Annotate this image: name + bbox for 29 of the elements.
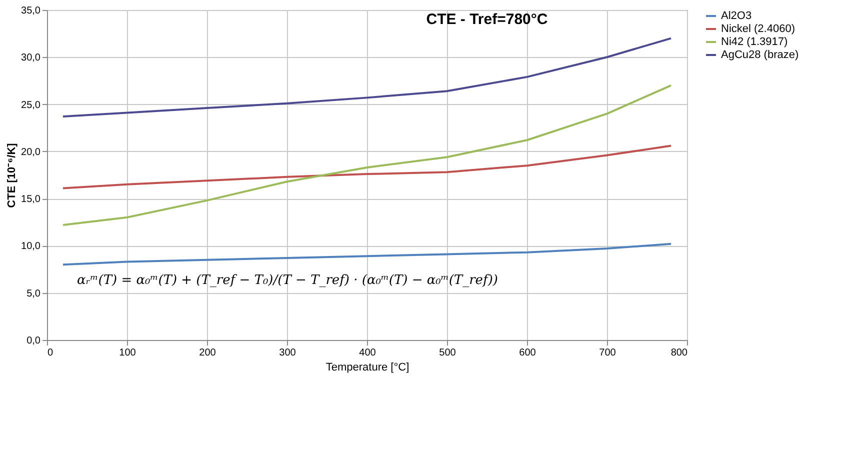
legend-label: Ni42 (1.3917) bbox=[721, 36, 788, 48]
y-tick-label: 30,0 bbox=[21, 52, 41, 64]
y-tick-label: 10,0 bbox=[21, 241, 41, 252]
legend-label: AgCu28 (braze) bbox=[721, 49, 799, 61]
line-series bbox=[62, 37, 672, 118]
x-tick-label: 600 bbox=[519, 348, 536, 358]
y-axis-title: CTE [10⁻⁶/K] bbox=[6, 142, 18, 208]
x-axis-title: Temperature [°C] bbox=[326, 362, 410, 374]
x-tick-label: 200 bbox=[199, 348, 216, 358]
y-tick-label: 25,0 bbox=[21, 100, 41, 111]
legend-label: Nickel (2.4060) bbox=[721, 23, 795, 35]
line-series bbox=[62, 242, 672, 266]
y-tick-label: 5,0 bbox=[26, 288, 41, 300]
x-tick-label: 700 bbox=[599, 348, 616, 358]
legend-label: Al2O3 bbox=[721, 10, 752, 22]
y-tick-label: 0,0 bbox=[26, 336, 41, 346]
x-tick-label: 800 bbox=[670, 348, 688, 358]
line-series bbox=[62, 84, 672, 226]
chart-title: CTE - Tref=780°C bbox=[426, 11, 548, 28]
x-tick-label: 500 bbox=[439, 348, 456, 358]
x-tick-label: 300 bbox=[279, 348, 296, 358]
y-tick-label: 35,0 bbox=[21, 6, 41, 16]
x-tick-label: 0 bbox=[48, 348, 54, 358]
y-tick-label: 20,0 bbox=[21, 146, 41, 158]
x-tick-label: 100 bbox=[119, 348, 136, 358]
line-series bbox=[62, 144, 672, 190]
annotation: αᵣᵐ(T) = α₀ᵐ(T) + (T_ref − T₀)/(T − T_ref) · (α₀ᵐ(T) − α₀ᵐ(T_ref)) bbox=[77, 273, 498, 288]
x-tick-label: 400 bbox=[359, 348, 376, 358]
y-tick-label: 15,0 bbox=[21, 194, 41, 206]
